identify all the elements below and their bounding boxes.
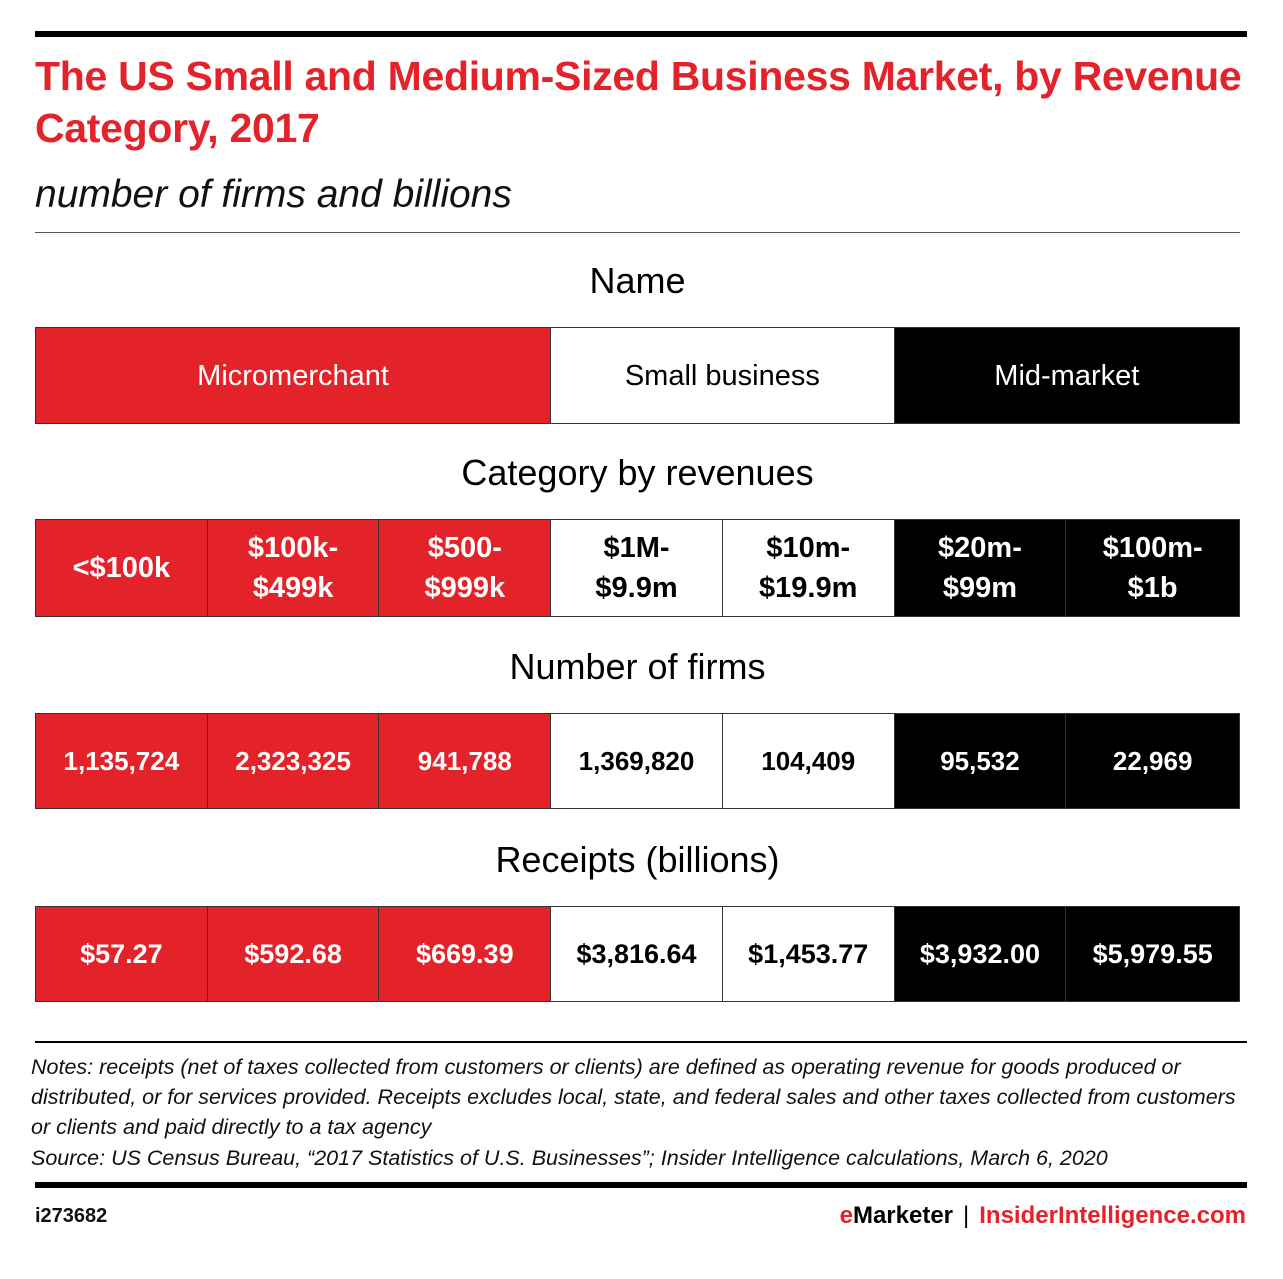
firms-cell: 941,788 xyxy=(379,714,552,808)
category-cell: $20m- $99m xyxy=(894,520,1067,616)
top-rule xyxy=(35,31,1247,37)
category-cell: $10m- $19.9m xyxy=(722,520,895,616)
category-cell: $1M- $9.9m xyxy=(551,520,723,616)
section-title-category: Category by revenues xyxy=(461,452,814,493)
chart-title: The US Small and Medium-Sized Business M… xyxy=(35,53,1242,151)
receipts-cell: $592.68 xyxy=(207,907,380,1001)
name-cell: Small business xyxy=(551,328,895,423)
section-title-receipts: Receipts (billions) xyxy=(495,839,780,880)
name-row: Micromerchant Small business Mid-market xyxy=(35,327,1240,424)
receipts-cell: $5,979.55 xyxy=(1066,907,1240,1001)
notes-divider xyxy=(35,1041,1247,1043)
firms-row: 1,135,724 2,323,325 941,788 1,369,820 104,40… xyxy=(35,713,1240,809)
category-cell: $100k- $499k xyxy=(207,520,380,616)
category-cell: <$100k xyxy=(36,520,208,616)
footer-brand: eMarketer | InsiderIntelligence.com xyxy=(840,1200,1246,1232)
chart-source: Source: US Census Bureau, “2017 Statisti… xyxy=(31,1146,1108,1170)
title-divider xyxy=(35,232,1240,233)
chart-subtitle: number of firms and billions xyxy=(35,173,512,216)
brand-separator: | xyxy=(963,1202,970,1229)
category-cell: $100m- $1b xyxy=(1066,520,1240,616)
receipts-cell: $57.27 xyxy=(36,907,208,1001)
brand-insider-intelligence: InsiderIntelligence.com xyxy=(979,1202,1246,1229)
firms-cell: 22,969 xyxy=(1066,714,1240,808)
section-title-firms: Number of firms xyxy=(509,646,766,687)
category-row: <$100k $100k- $499k $500- $999k $1M- $9.9m $… xyxy=(35,519,1240,617)
brand-emarketer: Marketer xyxy=(852,1202,954,1229)
section-title-name: Name xyxy=(589,260,686,301)
firms-cell: 1,369,820 xyxy=(551,714,723,808)
name-cell: Micromerchant xyxy=(36,328,552,423)
chart-id: i273682 xyxy=(35,1205,108,1227)
receipts-cell: $669.39 xyxy=(379,907,552,1001)
brand-emarketer-e: e xyxy=(839,1202,853,1229)
chart-notes: Notes: receipts (net of taxes collected … xyxy=(31,1055,1236,1139)
firms-cell: 104,409 xyxy=(722,714,895,808)
receipts-cell: $1,453.77 xyxy=(722,907,895,1001)
receipts-row: $57.27 $592.68 $669.39 $3,816.64 $1,453.77 $3… xyxy=(35,906,1240,1002)
receipts-cell: $3,932.00 xyxy=(894,907,1067,1001)
name-cell: Mid-market xyxy=(894,328,1239,423)
bottom-rule xyxy=(35,1182,1247,1188)
firms-cell: 95,532 xyxy=(894,714,1067,808)
firms-cell: 2,323,325 xyxy=(207,714,380,808)
receipts-cell: $3,816.64 xyxy=(551,907,723,1001)
firms-cell: 1,135,724 xyxy=(36,714,208,808)
category-cell: $500- $999k xyxy=(379,520,552,616)
